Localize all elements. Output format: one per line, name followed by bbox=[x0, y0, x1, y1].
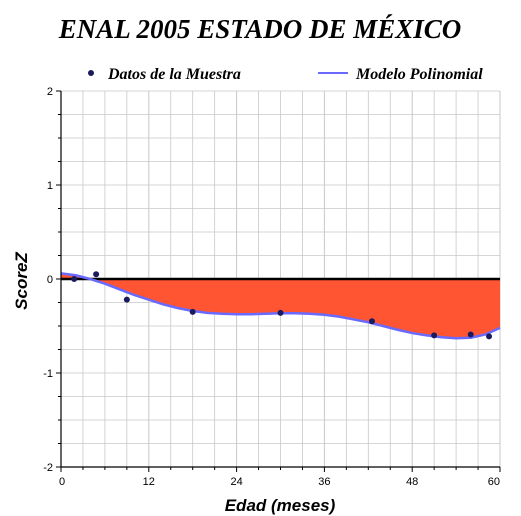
x-tick-label: 24 bbox=[230, 476, 242, 488]
y-tick-label: 0 bbox=[47, 274, 53, 286]
data-point bbox=[431, 332, 438, 339]
legend-marker-datos bbox=[88, 70, 94, 76]
legend: Datos de la Muestra Modelo Polinomial bbox=[88, 66, 483, 83]
axes bbox=[56, 90, 501, 472]
data-point bbox=[467, 331, 474, 338]
y-tick-label: -2 bbox=[43, 462, 53, 474]
y-tick-label: 2 bbox=[47, 86, 53, 98]
legend-label-modelo: Modelo Polinomial bbox=[355, 66, 483, 83]
data-point bbox=[368, 318, 375, 325]
chart-title: ENAL 2005 ESTADO DE MÉXICO bbox=[58, 14, 462, 44]
data-point bbox=[189, 308, 196, 315]
data-point bbox=[93, 271, 100, 278]
deficit-fill-area bbox=[61, 273, 500, 339]
x-tick-label: 36 bbox=[318, 476, 330, 488]
y-axis-title: ScoreZ bbox=[12, 252, 31, 310]
data-point bbox=[71, 276, 78, 282]
y-tick-label: 1 bbox=[47, 180, 53, 192]
data-point bbox=[123, 296, 130, 303]
legend-label-datos: Datos de la Muestra bbox=[107, 66, 241, 83]
x-axis-title: Edad (meses) bbox=[225, 496, 336, 515]
x-tick-label: 60 bbox=[488, 476, 500, 488]
data-point bbox=[486, 333, 493, 340]
x-tick-label: 48 bbox=[406, 476, 418, 488]
x-tick-label: 12 bbox=[143, 476, 155, 488]
y-tick-label: -1 bbox=[43, 368, 53, 380]
series-points-datos bbox=[71, 271, 493, 340]
x-tick-label: 0 bbox=[59, 476, 65, 488]
data-point bbox=[277, 309, 284, 316]
